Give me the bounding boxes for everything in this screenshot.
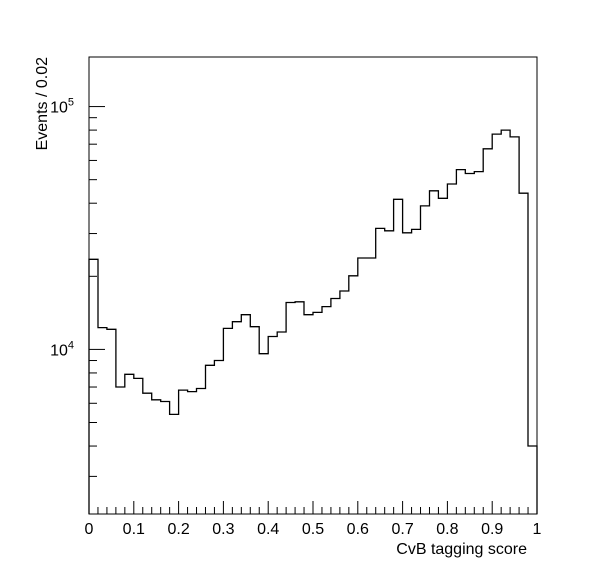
y-tick-label: 104 [50, 339, 74, 359]
y-tick-label: 105 [50, 97, 74, 117]
histogram-series-line [88, 129, 538, 514]
x-tick-label: 0.2 [167, 521, 189, 538]
y-tick-labels: 104 105 [50, 97, 74, 360]
x-tick-label: 0.4 [257, 521, 279, 538]
x-tick-label: 0.9 [481, 521, 503, 538]
plot-frame [88, 56, 538, 515]
y-axis-title: Events / 0.02 [34, 57, 51, 150]
x-tick-label: 0.3 [212, 521, 234, 538]
x-tick-label: 0.6 [347, 521, 369, 538]
axis-ticks [88, 106, 538, 514]
x-tick-labels: 0 0.1 0.2 0.3 0.4 0.5 0.6 0.7 0.8 0.9 1 [85, 521, 542, 538]
x-tick-label: 0.7 [391, 521, 413, 538]
x-tick-label: 0.5 [302, 521, 324, 538]
x-tick-label: 0.8 [436, 521, 458, 538]
x-tick-label: 0.1 [123, 521, 145, 538]
x-axis-title: CvB tagging score [396, 541, 527, 558]
x-tick-label: 0 [85, 521, 94, 538]
x-tick-label: 1 [533, 521, 542, 538]
